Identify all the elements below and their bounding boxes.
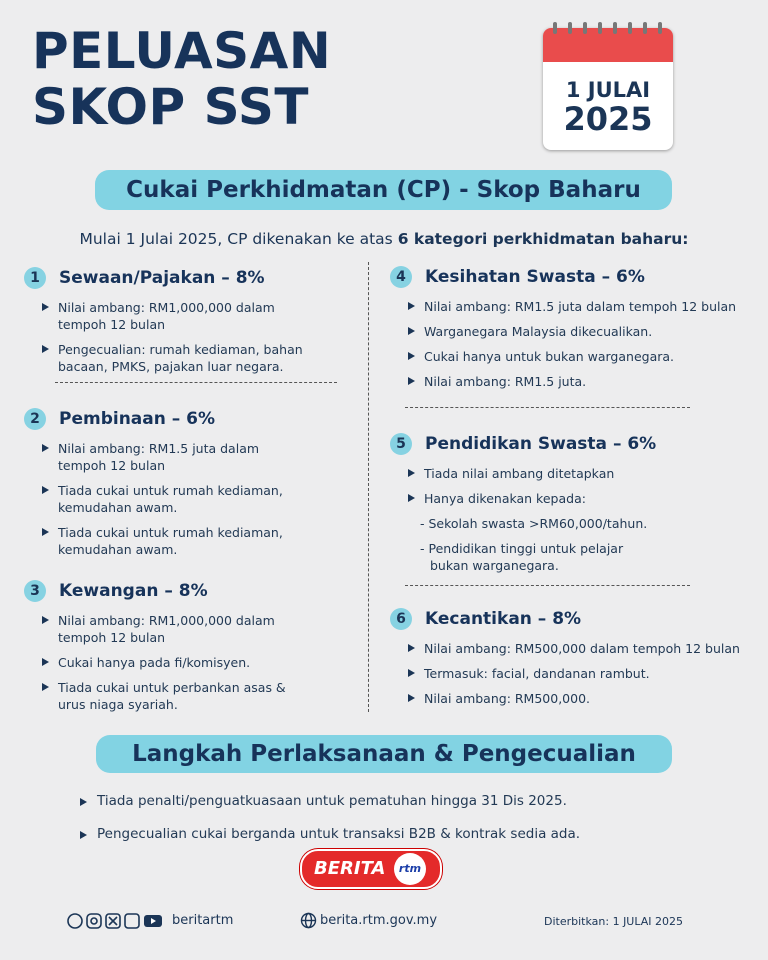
item: Pengecualian: rumah kediaman, bahan baca…: [38, 341, 308, 375]
item: Tiada nilai ambang ditetapkan: [404, 465, 764, 482]
sub-item: - Pendidikan tinggi untuk pelajar bukan …: [420, 541, 624, 573]
category-title: Kewangan – 8%: [59, 581, 208, 601]
category-number: 4: [390, 266, 412, 288]
category-number: 6: [390, 608, 412, 630]
item: Nilai ambang: RM500,000.: [404, 690, 764, 707]
item: Nilai ambang: RM1,000,000 dalam tempoh 1…: [38, 299, 308, 333]
bullet-item: Pengecualian cukai berganda untuk transa…: [79, 826, 581, 842]
social-icons: [67, 913, 162, 929]
item: Tiada cukai untuk perbankan asas & urus …: [38, 679, 308, 713]
section-heading: Cukai Perkhidmatan (CP) - Skop Baharu: [95, 170, 672, 210]
globe-icon: [300, 912, 317, 929]
category-header: 4 Kesihatan Swasta – 6%: [390, 264, 764, 290]
calendar-top: [543, 28, 673, 62]
category-header: 2 Pembinaan – 6%: [24, 406, 308, 432]
calendar-year: 2025: [563, 100, 653, 138]
section-heading: Langkah Perlaksanaan & Pengecualian: [96, 735, 672, 773]
title-line: SKOP SST: [32, 78, 309, 136]
column-divider: [368, 262, 369, 712]
category-header: 6 Kecantikan – 8%: [390, 606, 764, 632]
category-title: Kecantikan – 8%: [425, 609, 582, 629]
item-list: Nilai ambang: RM1.5 juta dalam tempoh 12…: [38, 440, 308, 558]
category-number: 5: [390, 433, 412, 455]
category-number: 1: [24, 267, 46, 289]
item: Warganegara Malaysia dikecualikan.: [404, 323, 764, 340]
category-header: 1 Sewaan/Pajakan – 8%: [24, 265, 308, 291]
category: 3 Kewangan – 8% Nilai ambang: RM1,000,000 …: [24, 578, 308, 713]
intro: Mulai 1 Julai 2025, CP dikenakan ke atas…: [0, 230, 768, 248]
item: Nilai ambang: RM1.5 juta dalam tempoh 12…: [404, 298, 764, 315]
category: 5 Pendidikan Swasta – 6% Tiada nilai amban…: [390, 431, 764, 574]
intro-bold: 6 kategori perkhidmatan baharu:: [397, 230, 689, 248]
calendar: 1 JULAI 2025: [543, 28, 673, 150]
logo-brand: BERITA: [314, 858, 386, 879]
category: 4 Kesihatan Swasta – 6% Nilai ambang: RM1.…: [390, 264, 764, 390]
item-list: Nilai ambang: RM1,000,000 dalam tempoh 1…: [38, 299, 308, 375]
item: Nilai ambang: RM1.5 juta.: [404, 373, 764, 390]
item: Tiada cukai untuk rumah kediaman, kemuda…: [38, 482, 308, 516]
title-line: PELUASAN: [32, 22, 332, 80]
category: 1 Sewaan/Pajakan – 8% Nilai ambang: RM1,00…: [24, 265, 308, 375]
intro-text: Mulai 1 Julai 2025, CP dikenakan ke atas: [79, 230, 393, 248]
social-handle: beritartm: [172, 913, 234, 928]
item: Cukai hanya untuk bukan warganegara.: [404, 348, 764, 365]
calendar-rings: [553, 22, 662, 34]
item-list: Nilai ambang: RM500,000 dalam tempoh 12 …: [404, 640, 764, 707]
category-number: 3: [24, 580, 46, 602]
divider: [405, 407, 690, 408]
bullet-item: Tiada penalti/penguatkuasaan untuk pemat…: [80, 793, 567, 809]
divider: [405, 585, 690, 586]
item-list: Tiada nilai ambang ditetapkan Hanya diken…: [404, 465, 764, 574]
category-title: Pembinaan – 6%: [59, 409, 216, 429]
logo-badge: rtm: [394, 853, 426, 885]
logo: BERITA rtm: [300, 849, 442, 889]
category-title: Kesihatan Swasta – 6%: [425, 267, 645, 287]
category-header: 5 Pendidikan Swasta – 6%: [390, 431, 764, 457]
item: Nilai ambang: RM1,000,000 dalam tempoh 1…: [38, 612, 308, 646]
item: Nilai ambang: RM1.5 juta dalam tempoh 12…: [38, 440, 308, 474]
item-list: Nilai ambang: RM1.5 juta dalam tempoh 12…: [404, 298, 764, 390]
category-title: Pendidikan Swasta – 6%: [425, 434, 657, 454]
sub-item: - Sekolah swasta >RM60,000/tahun.: [420, 516, 648, 531]
category-title: Sewaan/Pajakan – 8%: [59, 268, 265, 288]
category-number: 2: [24, 408, 46, 430]
category-header: 3 Kewangan – 8%: [24, 578, 308, 604]
website: berita.rtm.gov.my: [320, 913, 438, 928]
item-list: Nilai ambang: RM1,000,000 dalam tempoh 1…: [38, 612, 308, 713]
item: Hanya dikenakan kepada:: [404, 490, 764, 507]
item: Cukai hanya pada fi/komisyen.: [38, 654, 308, 671]
calendar-date: 1 JULAI: [565, 78, 651, 102]
item: Tiada cukai untuk rumah kediaman, kemuda…: [38, 524, 308, 558]
category: 6 Kecantikan – 8% Nilai ambang: RM500,000 …: [390, 606, 764, 707]
divider: [55, 382, 337, 383]
published: Diterbitkan: 1 JULAI 2025: [544, 915, 684, 928]
item: Termasuk: facial, dandanan rambut.: [404, 665, 764, 682]
category: 2 Pembinaan – 6% Nilai ambang: RM1.5 juta …: [24, 406, 308, 558]
item: Nilai ambang: RM500,000 dalam tempoh 12 …: [404, 640, 764, 657]
